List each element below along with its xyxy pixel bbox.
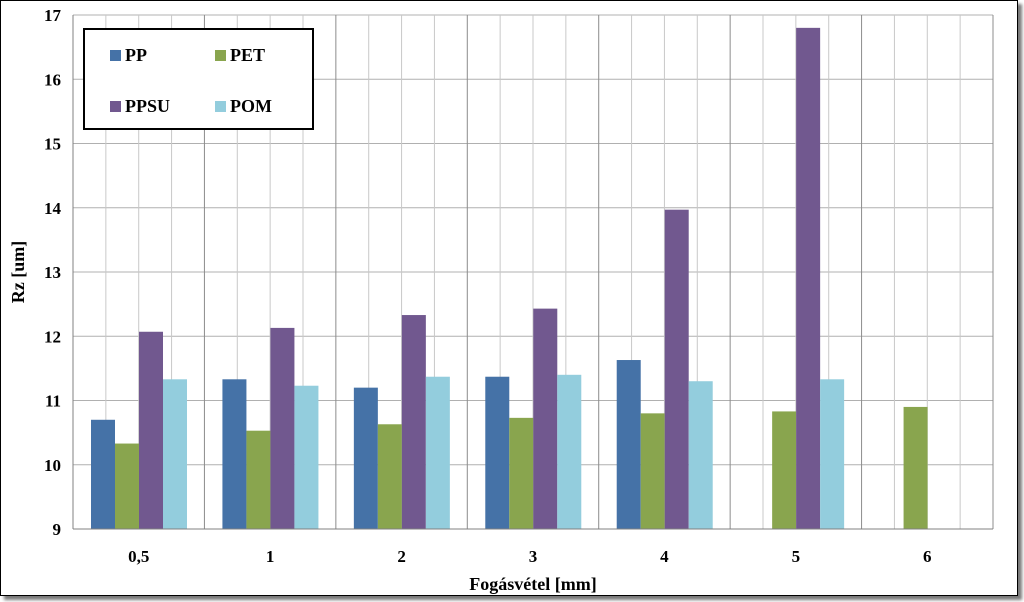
bar-pom-3 bbox=[557, 374, 582, 529]
bar-pet-0 bbox=[115, 443, 139, 529]
bar-pet-2 bbox=[377, 424, 402, 529]
legend-box bbox=[83, 28, 314, 130]
bar-pp-2 bbox=[353, 387, 378, 529]
bar-ppsu-4 bbox=[664, 209, 689, 530]
bar-pp-4 bbox=[616, 360, 641, 529]
axes bbox=[72, 15, 993, 530]
bar-pom-1 bbox=[294, 385, 319, 529]
legend-label-pom: POM bbox=[230, 96, 272, 116]
y-axis-title: Rz [um] bbox=[8, 241, 28, 303]
x-tick-label: 5 bbox=[792, 547, 801, 566]
bar-pom-2 bbox=[425, 376, 450, 529]
x-axis-title: Fogásvétel [mm] bbox=[469, 574, 596, 594]
legend-swatch-pp bbox=[110, 50, 121, 61]
x-tick-label: 6 bbox=[923, 547, 932, 566]
x-tick-label: 3 bbox=[529, 547, 538, 566]
y-tick-label: 12 bbox=[44, 327, 61, 346]
bar-ppsu-1 bbox=[270, 327, 295, 529]
bar-pet-6 bbox=[903, 406, 928, 529]
legend: PP PET PPSU POM bbox=[83, 28, 314, 130]
x-tick-label: 2 bbox=[397, 547, 406, 566]
legend-swatch-pom bbox=[215, 101, 226, 112]
y-tick-labels: 9 10 11 12 13 14 15 16 17 bbox=[44, 6, 62, 539]
bar-pp-0 bbox=[91, 419, 115, 529]
y-tick-label: 16 bbox=[44, 70, 61, 89]
x-tick-labels: 0,5 1 2 3 4 5 6 bbox=[128, 547, 931, 566]
legend-swatch-ppsu bbox=[110, 101, 121, 112]
x-tick-label: 0,5 bbox=[128, 547, 149, 566]
y-tick-label: 15 bbox=[44, 135, 61, 154]
y-tick-label: 9 bbox=[53, 520, 62, 539]
legend-label-pet: PET bbox=[230, 45, 265, 65]
y-tick-label: 13 bbox=[44, 263, 61, 282]
bar-pom-5 bbox=[820, 379, 845, 529]
bar-pet-1 bbox=[246, 430, 271, 529]
x-tick-label: 1 bbox=[266, 547, 275, 566]
bar-pet-3 bbox=[509, 417, 534, 529]
bars bbox=[91, 27, 928, 530]
bar-ppsu-3 bbox=[533, 308, 558, 529]
bar-ppsu-2 bbox=[401, 315, 426, 529]
bar-pp-1 bbox=[222, 379, 247, 529]
legend-label-ppsu: PPSU bbox=[125, 96, 170, 116]
bar-ppsu-0 bbox=[139, 331, 163, 529]
bar-ppsu-5 bbox=[796, 27, 821, 529]
bar-pom-0 bbox=[163, 379, 187, 529]
y-tick-label: 14 bbox=[44, 199, 62, 218]
bar-pet-5 bbox=[772, 411, 797, 529]
bar-pom-4 bbox=[688, 381, 713, 529]
legend-label-pp: PP bbox=[125, 45, 147, 65]
y-tick-label: 17 bbox=[44, 6, 62, 25]
bar-pet-4 bbox=[640, 413, 665, 529]
x-tick-label: 4 bbox=[660, 547, 669, 566]
legend-swatch-pet bbox=[215, 50, 226, 61]
bar-pp-3 bbox=[485, 376, 510, 529]
y-tick-label: 11 bbox=[45, 392, 61, 411]
y-tick-label: 10 bbox=[44, 456, 61, 475]
